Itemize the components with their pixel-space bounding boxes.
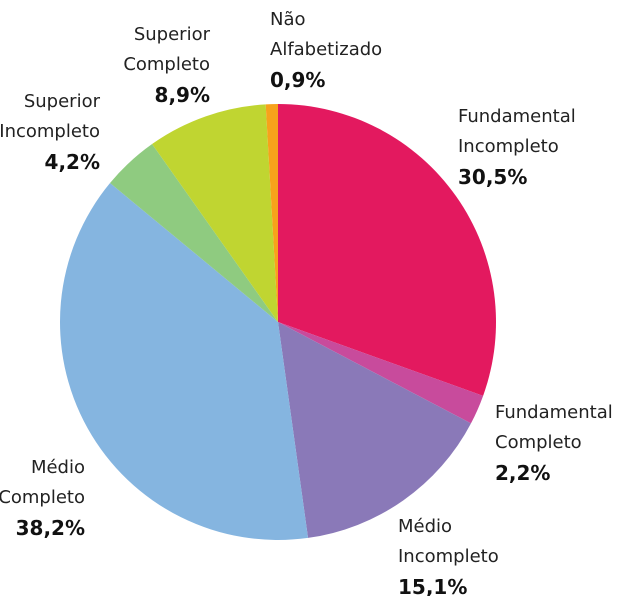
- slice-label: Não Alfabetizado 0,9%: [270, 5, 382, 95]
- value-label: 4,2%: [44, 150, 100, 174]
- pie-slice: [278, 322, 471, 538]
- pie-slice: [60, 183, 309, 540]
- category-label: Fundamental Completo: [495, 402, 613, 453]
- value-label: 8,9%: [154, 83, 210, 107]
- category-label: Superior Incompleto: [0, 91, 100, 142]
- category-label: Fundamental Incompleto: [458, 106, 576, 157]
- slice-label: Médio Completo 38,2%: [0, 453, 85, 543]
- slice-label: Superior Completo 8,9%: [123, 20, 210, 110]
- value-label: 15,1%: [398, 575, 468, 596]
- pie-slice: [278, 104, 496, 396]
- pie-slice: [265, 104, 278, 322]
- category-label: Médio Incompleto: [398, 516, 499, 567]
- value-label: 38,2%: [15, 516, 85, 540]
- value-label: 2,2%: [495, 461, 551, 485]
- slice-label: Fundamental Completo 2,2%: [495, 398, 613, 488]
- value-label: 0,9%: [270, 68, 326, 92]
- pie-slice: [152, 104, 278, 322]
- slice-label: Médio Incompleto 15,1%: [398, 512, 499, 596]
- slice-label: Superior Incompleto 4,2%: [0, 87, 100, 177]
- category-label: Não Alfabetizado: [270, 9, 383, 60]
- pie-slice: [278, 322, 484, 424]
- category-label: Médio Completo: [0, 457, 85, 508]
- value-label: 30,5%: [458, 165, 528, 189]
- pie-slice: [110, 144, 279, 322]
- category-label: Superior Completo: [123, 24, 210, 75]
- slice-label: Fundamental Incompleto 30,5%: [458, 102, 576, 192]
